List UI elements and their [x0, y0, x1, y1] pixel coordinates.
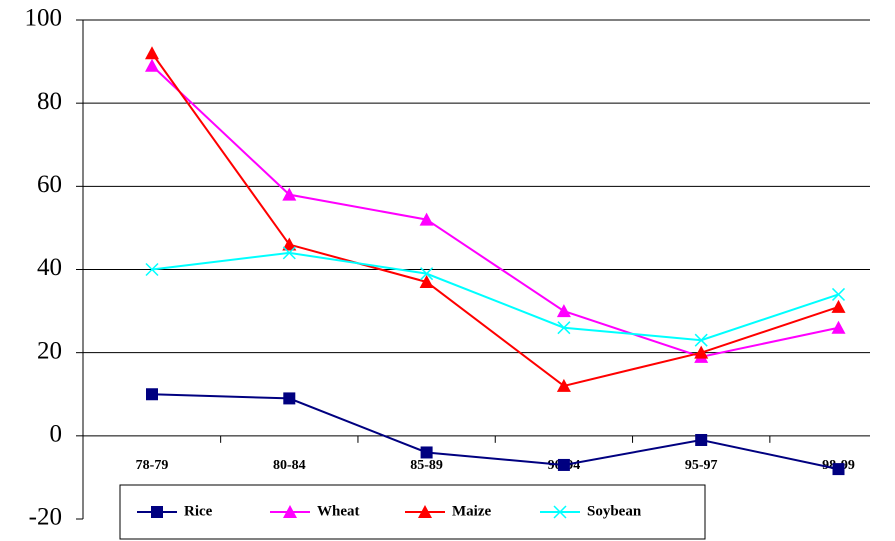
- marker: [831, 299, 846, 313]
- y-tick-label: 20: [37, 337, 62, 364]
- marker: [282, 187, 297, 201]
- legend-label: Rice: [184, 503, 213, 519]
- marker: [556, 304, 571, 318]
- marker: [419, 212, 434, 226]
- marker: [832, 463, 845, 476]
- marker: [557, 458, 570, 471]
- marker: [145, 262, 159, 277]
- x-tick-label: 85-89: [410, 458, 443, 473]
- y-tick-label: 60: [37, 171, 62, 198]
- marker: [145, 46, 159, 60]
- marker: [695, 433, 708, 446]
- y-tick-label: 80: [37, 88, 62, 115]
- legend-label: Soybean: [587, 503, 642, 519]
- legend-marker: [283, 505, 297, 518]
- y-tick-label: 0: [50, 421, 63, 448]
- marker: [419, 274, 434, 288]
- marker: [145, 58, 159, 72]
- marker: [282, 246, 296, 260]
- y-tick-label: -20: [29, 504, 62, 531]
- x-tick-label: 78-79: [136, 458, 169, 473]
- series-line: [151, 65, 839, 358]
- marker: [694, 345, 709, 359]
- legend-marker: [553, 505, 567, 519]
- legend-marker: [151, 506, 163, 518]
- series-line: [151, 251, 839, 342]
- x-tick-label: 95-97: [685, 458, 718, 473]
- y-tick-label: 100: [25, 5, 63, 32]
- marker: [420, 446, 433, 459]
- legend-label: Wheat: [317, 503, 360, 519]
- y-tick-label: 40: [37, 254, 62, 281]
- marker: [556, 378, 571, 392]
- marker: [283, 392, 296, 405]
- marker: [831, 320, 846, 334]
- marker: [146, 388, 158, 401]
- x-tick-label: 80-84: [273, 458, 306, 473]
- series-line: [151, 52, 839, 388]
- series-line: [151, 393, 839, 471]
- legend-label: Maize: [452, 503, 491, 519]
- legend-marker: [418, 505, 432, 518]
- marker: [557, 321, 571, 335]
- marker: [282, 237, 297, 251]
- marker: [420, 267, 434, 281]
- marker: [831, 287, 846, 301]
- marker: [694, 333, 708, 347]
